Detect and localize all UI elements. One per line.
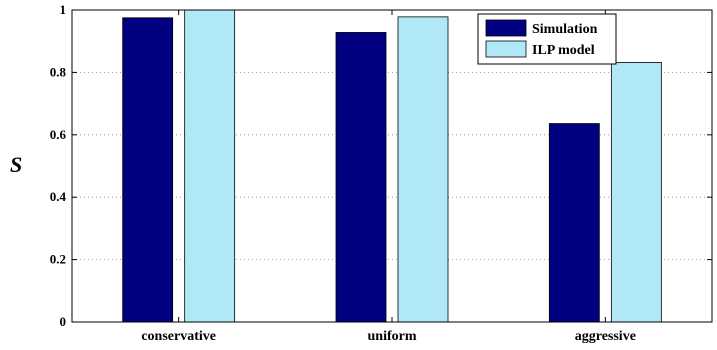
y-tick-label: 0 (60, 314, 67, 329)
y-ticks: 0 0.2 0.4 0.6 0.8 1 (50, 2, 712, 329)
x-category-label: aggressive (575, 329, 636, 344)
y-tick-label: 1 (60, 2, 67, 17)
legend-swatch (485, 19, 527, 37)
grid-lines (72, 72, 712, 261)
bar-simulation-conservative (122, 17, 174, 323)
bar-ilp-model-uniform (397, 16, 449, 323)
legend-swatch (485, 40, 527, 58)
bar-ilp-model-aggressive (610, 62, 662, 323)
bar-simulation-aggressive (548, 123, 600, 323)
legend-label: ILP model (532, 43, 595, 58)
y-tick-label: 0.6 (50, 127, 67, 142)
bar-simulation-uniform (335, 32, 387, 323)
y-axis-label: S (10, 152, 22, 177)
legend: Simulation ILP model (477, 13, 617, 65)
y-tick-label: 0.2 (50, 252, 66, 267)
y-tick-label: 0.8 (50, 64, 67, 79)
y-tick-label: 0.4 (50, 189, 67, 204)
x-category-label: uniform (368, 329, 417, 344)
x-categories: conservative uniform aggressive (141, 10, 636, 344)
bar-ilp-model-conservative (184, 9, 236, 323)
legend-label: Simulation (532, 22, 598, 37)
x-category-label: conservative (141, 329, 216, 344)
